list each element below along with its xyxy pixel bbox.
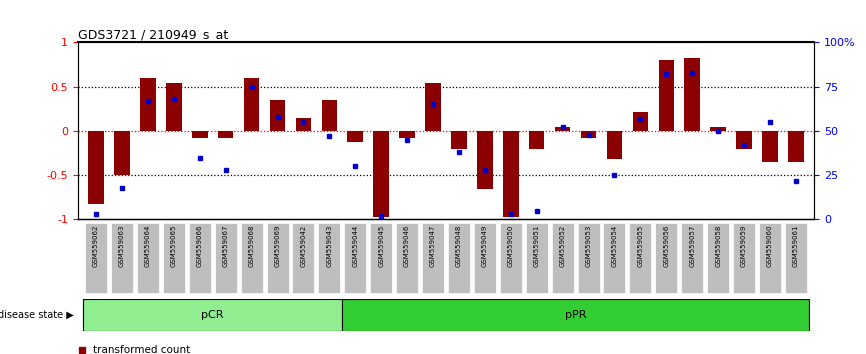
- Bar: [658, 60, 674, 131]
- Bar: [241, 223, 262, 293]
- Text: GSM559045: GSM559045: [378, 225, 385, 267]
- Bar: [451, 131, 467, 149]
- Bar: [632, 112, 648, 131]
- Text: GSM559062: GSM559062: [93, 225, 99, 267]
- Text: GSM559064: GSM559064: [145, 225, 151, 267]
- Bar: [373, 131, 389, 217]
- Bar: [684, 58, 700, 131]
- Bar: [215, 223, 236, 293]
- Bar: [708, 223, 729, 293]
- Bar: [218, 131, 234, 138]
- Text: GSM559063: GSM559063: [119, 225, 125, 267]
- Text: pCR: pCR: [202, 310, 224, 320]
- Text: disease state ▶: disease state ▶: [0, 310, 74, 320]
- Bar: [552, 223, 573, 293]
- Bar: [269, 100, 285, 131]
- Bar: [555, 127, 571, 131]
- Text: GSM559052: GSM559052: [559, 225, 565, 267]
- Text: GSM559058: GSM559058: [715, 225, 721, 267]
- Text: GSM559044: GSM559044: [352, 225, 359, 267]
- Bar: [448, 223, 470, 293]
- Text: GSM559068: GSM559068: [249, 225, 255, 267]
- Bar: [192, 131, 208, 138]
- Text: GSM559065: GSM559065: [171, 225, 177, 267]
- Text: GSM559049: GSM559049: [481, 225, 488, 267]
- Bar: [477, 131, 493, 188]
- Text: GSM559055: GSM559055: [637, 225, 643, 267]
- Bar: [503, 131, 519, 217]
- Bar: [607, 131, 623, 159]
- Bar: [710, 127, 726, 131]
- Text: GSM559069: GSM559069: [275, 225, 281, 267]
- Bar: [759, 223, 781, 293]
- Bar: [581, 131, 597, 138]
- Bar: [319, 223, 340, 293]
- Bar: [293, 223, 314, 293]
- Bar: [166, 83, 182, 131]
- Bar: [295, 118, 311, 131]
- Bar: [111, 223, 133, 293]
- Text: GSM559056: GSM559056: [663, 225, 669, 267]
- Text: GSM559054: GSM559054: [611, 225, 617, 267]
- Text: GSM559067: GSM559067: [223, 225, 229, 267]
- Text: transformed count: transformed count: [93, 344, 190, 354]
- Text: GSM559051: GSM559051: [533, 225, 540, 267]
- Bar: [656, 223, 677, 293]
- Bar: [345, 223, 366, 293]
- Bar: [140, 78, 156, 131]
- Bar: [500, 223, 522, 293]
- Text: pPR: pPR: [565, 310, 586, 320]
- Text: GSM559057: GSM559057: [689, 225, 695, 267]
- Bar: [244, 78, 260, 131]
- Text: GSM559066: GSM559066: [197, 225, 203, 267]
- Bar: [762, 131, 778, 162]
- Bar: [425, 83, 441, 131]
- Text: GSM559060: GSM559060: [767, 225, 773, 267]
- Bar: [529, 131, 545, 149]
- Text: GSM559046: GSM559046: [404, 225, 410, 267]
- Bar: [682, 223, 703, 293]
- Bar: [578, 223, 599, 293]
- Bar: [163, 223, 184, 293]
- Bar: [114, 131, 130, 175]
- Bar: [733, 223, 755, 293]
- Text: GSM559061: GSM559061: [793, 225, 799, 267]
- Bar: [137, 223, 159, 293]
- Bar: [736, 131, 752, 149]
- Bar: [604, 223, 625, 293]
- Text: GSM559053: GSM559053: [585, 225, 591, 267]
- Bar: [189, 223, 210, 293]
- Text: GSM559047: GSM559047: [430, 225, 436, 267]
- Bar: [88, 131, 104, 204]
- Bar: [321, 100, 337, 131]
- Bar: [342, 299, 809, 331]
- Bar: [474, 223, 496, 293]
- Bar: [347, 131, 363, 142]
- Text: GSM559059: GSM559059: [741, 225, 747, 267]
- Bar: [630, 223, 651, 293]
- Text: GSM559048: GSM559048: [456, 225, 462, 267]
- Bar: [396, 223, 418, 293]
- Bar: [370, 223, 392, 293]
- Bar: [785, 223, 807, 293]
- Bar: [85, 223, 107, 293]
- Bar: [526, 223, 547, 293]
- Text: GDS3721 / 210949_s_at: GDS3721 / 210949_s_at: [78, 28, 228, 41]
- Text: GSM559050: GSM559050: [507, 225, 514, 267]
- Bar: [267, 223, 288, 293]
- Bar: [83, 299, 342, 331]
- Bar: [788, 131, 804, 162]
- Bar: [399, 131, 415, 138]
- Text: GSM559043: GSM559043: [326, 225, 333, 267]
- Text: GSM559042: GSM559042: [301, 225, 307, 267]
- Bar: [422, 223, 444, 293]
